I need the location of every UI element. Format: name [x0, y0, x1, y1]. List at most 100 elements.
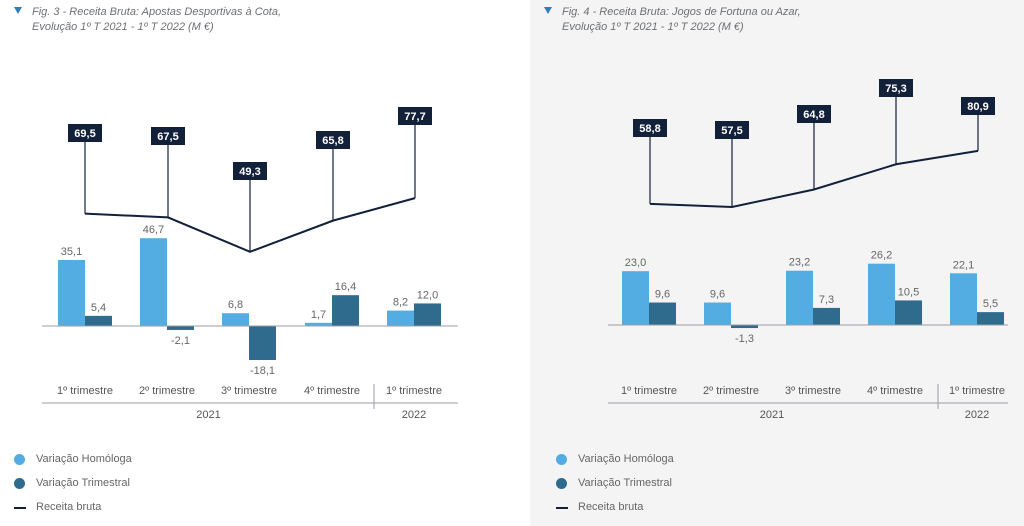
right-panel-background	[530, 0, 1024, 526]
figure-3-caption: Fig. 3 - Receita Bruta: Apostas Desporti…	[14, 5, 281, 35]
legend-swatch-homologa	[14, 454, 25, 465]
value-box-0	[633, 119, 667, 137]
value-box-1	[151, 127, 185, 145]
figure-4-chart: 23,0 9,6 23,2 26,2 22,1 9,6 -1,3 7,3 10,5 5,5 58,8…	[608, 79, 1008, 421]
value-box-label-2: 49,3	[239, 166, 260, 178]
bar-homologa-0	[622, 271, 649, 325]
value-box-label-1: 57,5	[721, 125, 742, 137]
data-label-homologa-2: 23,2	[789, 257, 810, 269]
bar-homologa-4	[950, 273, 977, 325]
data-label-trimestral-0: 5,4	[91, 302, 106, 314]
data-label-homologa-1: 9,6	[710, 289, 725, 301]
legend-swatch-homologa	[556, 454, 567, 465]
data-label-homologa-3: 1,7	[311, 309, 326, 321]
value-box-2	[233, 162, 267, 180]
value-box-4	[961, 97, 995, 115]
legend-label-homologa: Variação Homóloga	[578, 453, 674, 465]
value-box-2	[797, 105, 831, 123]
category-label-0: 1º trimestre	[621, 385, 677, 397]
legend-label-receita: Receita bruta	[36, 501, 102, 513]
category-label-2: 3º trimestre	[785, 385, 841, 397]
bar-homologa-3	[305, 322, 332, 326]
bar-homologa-4	[387, 310, 414, 326]
data-label-homologa-3: 26,2	[871, 250, 892, 262]
data-label-trimestral-4: 5,5	[983, 298, 998, 310]
legend-swatch-trimestral	[556, 478, 567, 489]
bar-trimestral-2	[813, 307, 840, 325]
figure-3-chart: 35,1 46,7 6,8 1,7 8,2 5,4 -2,1 -18,1 16,4 12,0 69,…	[42, 107, 458, 421]
data-label-trimestral-1: -2,1	[171, 335, 190, 347]
caption-triangle-icon	[14, 7, 22, 14]
legend-label-trimestral: Variação Trimestral	[578, 477, 672, 489]
category-label-0: 1º trimestre	[57, 385, 113, 397]
year-label-1: 2022	[402, 409, 426, 421]
bar-homologa-1	[704, 302, 731, 325]
category-label-4: 1º trimestre	[386, 385, 442, 397]
data-label-homologa-1: 46,7	[143, 224, 164, 236]
bar-homologa-2	[222, 313, 249, 326]
value-box-label-0: 58,8	[639, 123, 660, 135]
data-label-homologa-4: 8,2	[393, 297, 408, 309]
value-box-label-4: 77,7	[404, 111, 425, 123]
legend-swatch-receita	[14, 507, 26, 509]
figure-4-caption: Fig. 4 - Receita Bruta: Jogos de Fortuna…	[544, 5, 801, 35]
data-label-trimestral-2: -18,1	[250, 365, 275, 377]
value-box-0	[68, 124, 102, 142]
value-box-3	[316, 131, 350, 149]
value-box-label-3: 75,3	[885, 83, 906, 95]
data-label-trimestral-0: 9,6	[655, 289, 670, 301]
bar-trimestral-4	[977, 312, 1004, 325]
value-box-label-1: 67,5	[157, 131, 178, 143]
caption-line-1: Fig. 3 - Receita Bruta: Apostas Desporti…	[32, 6, 282, 18]
category-label-4: 1º trimestre	[949, 385, 1005, 397]
legend-label-trimestral: Variação Trimestral	[36, 477, 130, 489]
data-label-homologa-0: 23,0	[625, 257, 646, 269]
category-label-3: 4º trimestre	[867, 385, 923, 397]
bar-homologa-3	[868, 263, 895, 325]
bar-trimestral-3	[332, 295, 359, 326]
data-label-homologa-0: 35,1	[61, 246, 82, 258]
bar-trimestral-1	[731, 325, 758, 329]
value-box-3	[879, 79, 913, 97]
caption-line-2: Evolução 1º T 2021 - 1º T 2022 (M €)	[562, 21, 744, 33]
category-label-2: 3º trimestre	[221, 385, 277, 397]
caption-triangle-icon	[544, 7, 552, 14]
value-box-1	[715, 121, 749, 139]
year-label-1: 2022	[965, 409, 989, 421]
figure-3-panel: Fig. 3 - Receita Bruta: Apostas Desporti…	[14, 5, 458, 513]
data-label-homologa-2: 6,8	[228, 299, 243, 311]
caption-line-2: Evolução 1º T 2021 - 1º T 2022 (M €)	[32, 21, 214, 33]
bar-trimestral-2	[249, 326, 276, 361]
value-box-label-0: 69,5	[74, 128, 95, 140]
bar-trimestral-0	[85, 315, 112, 326]
bar-homologa-0	[58, 260, 85, 326]
data-label-trimestral-3: 16,4	[335, 281, 356, 293]
caption-line-1: Fig. 4 - Receita Bruta: Jogos de Fortuna…	[562, 6, 801, 18]
value-box-label-4: 80,9	[967, 101, 988, 113]
legend-label-homologa: Variação Homóloga	[36, 453, 132, 465]
bar-trimestral-4	[414, 303, 441, 326]
data-label-trimestral-1: -1,3	[735, 333, 754, 345]
legend-swatch-trimestral	[14, 478, 25, 489]
value-box-label-2: 64,8	[803, 109, 824, 121]
figure-4-panel: Fig. 4 - Receita Bruta: Jogos de Fortuna…	[530, 0, 1024, 526]
data-label-trimestral-3: 10,5	[898, 286, 919, 298]
bar-trimestral-0	[649, 302, 676, 325]
year-label-0: 2021	[760, 409, 784, 421]
year-label-0: 2021	[196, 409, 220, 421]
category-label-1: 2º trimestre	[703, 385, 759, 397]
data-label-homologa-4: 22,1	[953, 259, 974, 271]
data-label-trimestral-4: 12,0	[417, 289, 438, 301]
legend-swatch-receita	[556, 507, 568, 509]
category-label-3: 4º trimestre	[304, 385, 360, 397]
category-label-1: 2º trimestre	[139, 385, 195, 397]
data-label-trimestral-2: 7,3	[819, 294, 834, 306]
value-box-4	[398, 107, 432, 125]
bar-homologa-1	[140, 238, 167, 326]
bar-trimestral-1	[167, 326, 194, 330]
bar-trimestral-3	[895, 300, 922, 325]
bar-homologa-2	[786, 270, 813, 325]
legend-label-receita: Receita bruta	[578, 501, 644, 513]
